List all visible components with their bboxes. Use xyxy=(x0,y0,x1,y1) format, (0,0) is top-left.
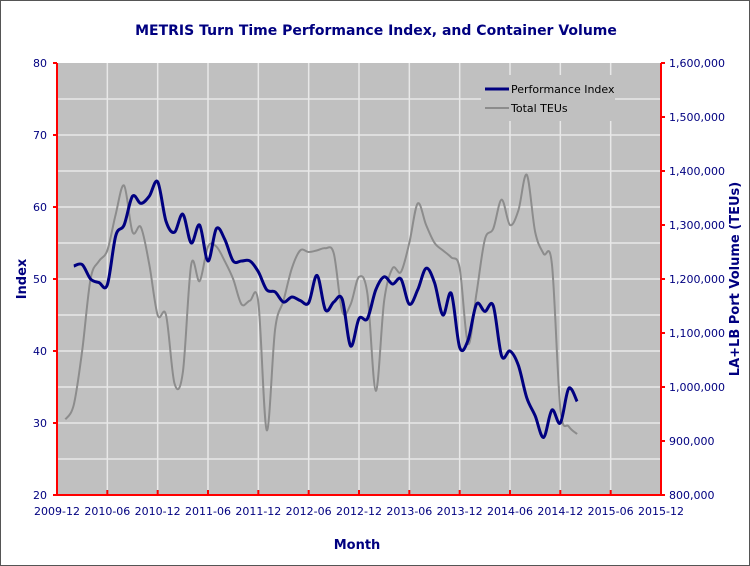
series-line-performance-index xyxy=(73,179,579,439)
series-line-total-teus xyxy=(64,173,578,435)
y2-tick-label: 800,000 xyxy=(669,489,715,502)
legend-box xyxy=(481,75,615,121)
x-tick-label: 2014-06 xyxy=(487,505,533,518)
x-tick-label: 2011-06 xyxy=(185,505,231,518)
legend-label-performance-index: Performance Index xyxy=(511,83,615,96)
x-tick-label: 2012-06 xyxy=(286,505,332,518)
y2-tick-label: 900,000 xyxy=(669,435,715,448)
chart-title: METRIS Turn Time Performance Index, and … xyxy=(135,23,617,39)
y-tick-label: 70 xyxy=(33,129,47,142)
legend: Performance Index Total TEUs xyxy=(481,75,615,121)
y-tick-label: 80 xyxy=(33,57,47,70)
x-axis-label: Month xyxy=(334,538,381,553)
y-tick-label: 30 xyxy=(33,417,47,430)
y-tick-label: 50 xyxy=(33,273,47,286)
x-tick-label: 2015-12 xyxy=(638,505,684,518)
y2-tick-label: 1,100,000 xyxy=(669,327,725,340)
y2-axis-label: LA+LB Port Volume (TEUs) xyxy=(728,182,743,376)
legend-label-total-teus: Total TEUs xyxy=(510,102,568,115)
y-tick-label: 40 xyxy=(33,345,47,358)
y-axis-label: Index xyxy=(15,258,30,299)
y-tick-label: 20 xyxy=(33,489,47,502)
y2-tick-label: 1,600,000 xyxy=(669,57,725,70)
x-tick-label: 2014-12 xyxy=(537,505,583,518)
x-tick-label: 2013-06 xyxy=(386,505,432,518)
x-tick-label: 2011-12 xyxy=(235,505,281,518)
x-tick-label: 2015-06 xyxy=(588,505,634,518)
y2-tick-label: 1,400,000 xyxy=(669,165,725,178)
x-tick-label: 2009-12 xyxy=(34,505,80,518)
y2-tick-label: 1,500,000 xyxy=(669,111,725,124)
y-tick-label: 60 xyxy=(33,201,47,214)
x-tick-label: 2013-12 xyxy=(437,505,483,518)
x-tick-label: 2010-06 xyxy=(84,505,130,518)
y2-tick-label: 1,000,000 xyxy=(669,381,725,394)
y2-tick-label: 1,300,000 xyxy=(669,219,725,232)
x-tick-label: 2012-12 xyxy=(336,505,382,518)
x-tick-label: 2010-12 xyxy=(135,505,181,518)
y2-tick-label: 1,200,000 xyxy=(669,273,725,286)
